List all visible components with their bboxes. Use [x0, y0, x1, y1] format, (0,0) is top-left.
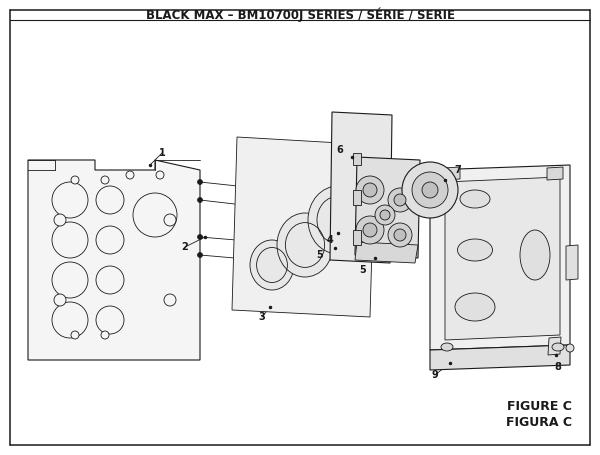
- Polygon shape: [330, 112, 392, 263]
- Text: 3: 3: [259, 312, 265, 322]
- Circle shape: [197, 234, 203, 239]
- Polygon shape: [566, 245, 578, 280]
- Circle shape: [52, 182, 88, 218]
- Circle shape: [313, 263, 317, 267]
- Bar: [353, 190, 361, 205]
- Text: 9: 9: [431, 370, 439, 380]
- Text: 7: 7: [455, 165, 461, 175]
- Text: 1: 1: [158, 148, 166, 158]
- Circle shape: [338, 195, 342, 199]
- Circle shape: [52, 302, 88, 338]
- Circle shape: [318, 245, 322, 249]
- Circle shape: [54, 294, 66, 306]
- Circle shape: [101, 176, 109, 184]
- Circle shape: [363, 223, 377, 237]
- Text: 4: 4: [326, 235, 334, 245]
- Text: 5: 5: [359, 265, 367, 275]
- Circle shape: [54, 214, 66, 226]
- Polygon shape: [355, 157, 420, 258]
- Ellipse shape: [250, 240, 294, 290]
- Circle shape: [96, 226, 124, 254]
- Polygon shape: [548, 337, 561, 355]
- Circle shape: [328, 213, 332, 217]
- Circle shape: [164, 294, 176, 306]
- Polygon shape: [430, 165, 570, 350]
- Ellipse shape: [455, 293, 495, 321]
- Circle shape: [363, 183, 377, 197]
- Text: 8: 8: [554, 362, 562, 372]
- Circle shape: [71, 176, 79, 184]
- Circle shape: [96, 186, 124, 214]
- Text: 6: 6: [337, 145, 343, 155]
- Circle shape: [566, 344, 574, 352]
- Circle shape: [380, 210, 390, 220]
- Circle shape: [356, 216, 384, 244]
- Text: 5: 5: [317, 250, 323, 260]
- Circle shape: [402, 162, 458, 218]
- Circle shape: [156, 171, 164, 179]
- Bar: [353, 230, 361, 245]
- Polygon shape: [430, 345, 570, 370]
- Bar: [353, 153, 361, 165]
- Ellipse shape: [520, 230, 550, 280]
- Ellipse shape: [441, 343, 453, 351]
- Ellipse shape: [552, 343, 564, 351]
- Circle shape: [388, 223, 412, 247]
- Ellipse shape: [460, 190, 490, 208]
- Text: BLACK MAX – BM10700J SERIES / SÉRIE / SERIE: BLACK MAX – BM10700J SERIES / SÉRIE / SE…: [146, 8, 455, 22]
- Circle shape: [356, 176, 384, 204]
- Circle shape: [197, 180, 203, 184]
- Circle shape: [101, 331, 109, 339]
- Circle shape: [96, 266, 124, 294]
- Circle shape: [375, 205, 395, 225]
- Polygon shape: [28, 160, 200, 360]
- Circle shape: [412, 172, 448, 208]
- Polygon shape: [445, 177, 560, 340]
- Polygon shape: [355, 242, 418, 263]
- Circle shape: [71, 331, 79, 339]
- Circle shape: [133, 193, 177, 237]
- Circle shape: [394, 194, 406, 206]
- Polygon shape: [444, 167, 460, 180]
- Circle shape: [388, 188, 412, 212]
- Circle shape: [197, 197, 203, 202]
- Circle shape: [164, 214, 176, 226]
- Ellipse shape: [277, 213, 333, 277]
- Polygon shape: [232, 137, 375, 317]
- Circle shape: [52, 262, 88, 298]
- Ellipse shape: [458, 239, 493, 261]
- Circle shape: [394, 229, 406, 241]
- Circle shape: [96, 306, 124, 334]
- Circle shape: [197, 253, 203, 258]
- Polygon shape: [547, 167, 563, 180]
- Circle shape: [422, 182, 438, 198]
- Circle shape: [126, 171, 134, 179]
- Circle shape: [52, 222, 88, 258]
- Text: FIGURE C: FIGURE C: [507, 400, 572, 414]
- Text: 2: 2: [182, 242, 188, 252]
- Text: FIGURA C: FIGURA C: [506, 416, 572, 430]
- Ellipse shape: [308, 186, 368, 254]
